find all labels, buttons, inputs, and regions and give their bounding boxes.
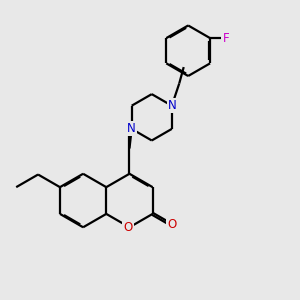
Text: O: O — [123, 221, 133, 234]
Text: O: O — [167, 218, 177, 231]
Text: F: F — [223, 32, 230, 45]
Text: N: N — [167, 99, 176, 112]
Text: N: N — [127, 122, 136, 135]
